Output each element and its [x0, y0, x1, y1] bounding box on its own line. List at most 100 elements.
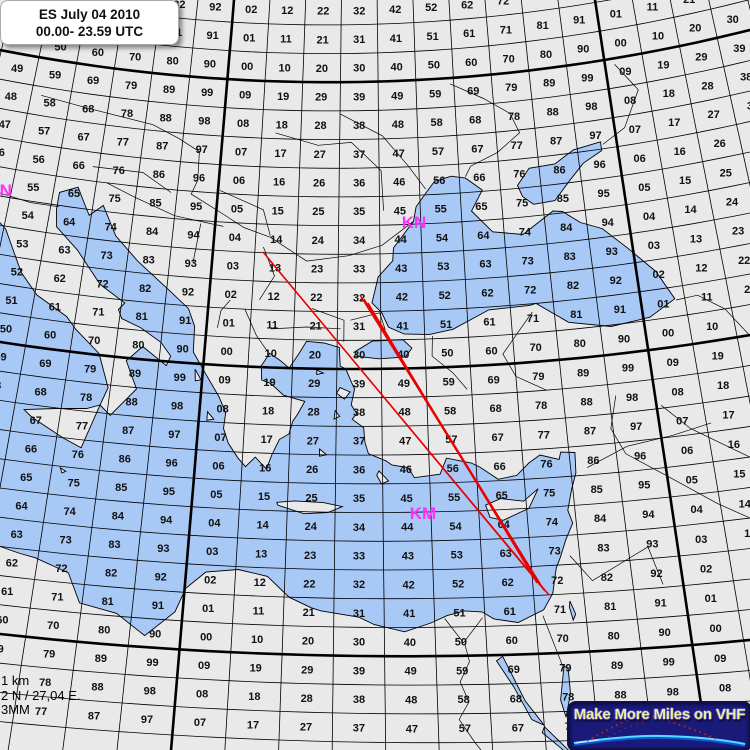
grid-square-label: 28	[701, 80, 713, 92]
grid-square-label: 70	[129, 52, 141, 64]
grid-square-label: 08	[196, 689, 208, 701]
grid-square-label: 14	[684, 204, 697, 216]
grid-square-label: 48	[5, 91, 17, 103]
grid-square-label: 92	[182, 286, 194, 298]
grid-square-label: 87	[122, 425, 134, 437]
grid-square-label: 80	[132, 340, 144, 352]
grid-square-label: 68	[489, 403, 501, 415]
grid-square-label: 94	[160, 514, 173, 526]
grid-square-label: 71	[527, 313, 539, 325]
grid-square-label: 86	[153, 169, 165, 181]
grid-square-label: 60	[44, 330, 56, 342]
grid-square-label: 64	[63, 216, 76, 228]
grid-square-label: 97	[196, 144, 208, 156]
grid-square-label: 50	[441, 348, 453, 360]
grid-square-label: 47	[0, 119, 11, 131]
grid-parallel	[0, 60, 750, 112]
grid-square-label: 58	[0, 380, 1, 392]
grid-square-label: 97	[141, 714, 153, 726]
grid-square-label: 79	[43, 649, 55, 661]
grid-square-label: 27	[307, 435, 319, 447]
grid-square-label: 00	[709, 623, 721, 635]
grid-parallel	[0, 426, 750, 456]
grid-square-label: 02	[652, 269, 664, 281]
grid-parallel	[0, 90, 750, 141]
grid-meridian	[412, 0, 440, 750]
grid-square-label: 00	[662, 328, 674, 340]
grid-square-label: 64	[477, 230, 490, 242]
grid-parallel	[0, 304, 750, 341]
grid-square-label: 94	[642, 509, 655, 521]
grid-square-label: 61	[1, 586, 13, 598]
grid-square-label: 51	[453, 608, 465, 620]
grid-square-label: 61	[483, 317, 495, 329]
grid-square-label: 65	[496, 490, 508, 502]
grid-square-label: 62	[481, 288, 493, 300]
grid-square-label: 53	[451, 550, 463, 562]
grid-square-label: 96	[193, 173, 205, 185]
grid-square-label: 29	[308, 378, 320, 390]
grid-square-label: 92	[209, 2, 221, 14]
grid-square-label: 18	[248, 691, 260, 703]
grid-square-label: 09	[239, 90, 251, 102]
grid-square-label: 22	[310, 292, 322, 304]
grid-square-label: 45	[400, 493, 412, 505]
grid-square-label: 07	[676, 416, 688, 428]
grid-square-label: 69	[508, 664, 520, 676]
grid-square-label: 37	[353, 149, 365, 161]
grid-square-label: 76	[540, 458, 552, 470]
grid-meridian	[557, 0, 655, 750]
grid-square-label: 79	[505, 82, 517, 94]
grid-square-label: 70	[88, 335, 100, 347]
grid-square-label: 51	[440, 319, 452, 331]
grid-square-label: 64	[15, 500, 28, 512]
grid-square-label: 74	[519, 226, 532, 238]
grid-square-label: 99	[581, 72, 593, 84]
grid-square-label: 76	[113, 165, 125, 177]
grid-square-label: 88	[160, 112, 172, 124]
grid-square-label: 71	[92, 307, 104, 319]
grid-square-label: 01	[223, 318, 235, 330]
propagation-paths	[262, 251, 550, 596]
grid-square-label: 31	[353, 34, 365, 46]
grid-square-label: 46	[393, 177, 405, 189]
grid-square-label: 36	[353, 464, 365, 476]
sea-layer	[0, 141, 676, 750]
grid-square-label: 81	[604, 601, 616, 613]
title-time-range: 00.00- 23.59 UTC	[35, 23, 144, 39]
es-path	[367, 302, 538, 584]
es-path	[266, 256, 550, 596]
grid-square-label: 56	[447, 463, 459, 475]
grid-square-label: 57	[38, 126, 50, 138]
grid-square-label: 84	[146, 226, 159, 238]
grid-square-label: 23	[311, 263, 323, 275]
grid-square-label: 21	[744, 284, 750, 296]
grid-square-label: 09	[619, 66, 631, 78]
grid-meridian	[669, 0, 750, 405]
grid-square-label: 77	[76, 420, 88, 432]
grid-square-label: 20	[689, 23, 701, 35]
grid-square-label: 02	[204, 575, 216, 587]
vhf-logo[interactable]: Make More Miles on VHF	[567, 701, 750, 750]
grid-square-label: 90	[204, 59, 216, 71]
grid-square-label: 74	[546, 517, 559, 529]
grid-square-label: 63	[500, 548, 512, 560]
grid-square-label: 17	[668, 117, 680, 129]
grid-square-label: 17	[722, 409, 734, 421]
cyprus-island	[485, 488, 539, 521]
grid-square-label: 49	[391, 90, 403, 102]
grid-square-label: 88	[91, 682, 103, 694]
grid-square-label: 21	[303, 607, 315, 619]
grid-square-label: 39	[353, 91, 365, 103]
grid-meridian	[632, 0, 750, 681]
grid-square-label: 03	[695, 534, 707, 546]
grid-parallel	[0, 243, 750, 284]
grid-square-label: 52	[452, 579, 464, 591]
grid-square-label: 61	[463, 28, 475, 40]
rivers-and-borders	[0, 63, 750, 750]
grid-square-label: 27	[300, 722, 312, 734]
malta-island	[59, 466, 67, 474]
grid-square-label: 62	[502, 577, 514, 589]
grid-square-label: 29	[301, 664, 313, 676]
